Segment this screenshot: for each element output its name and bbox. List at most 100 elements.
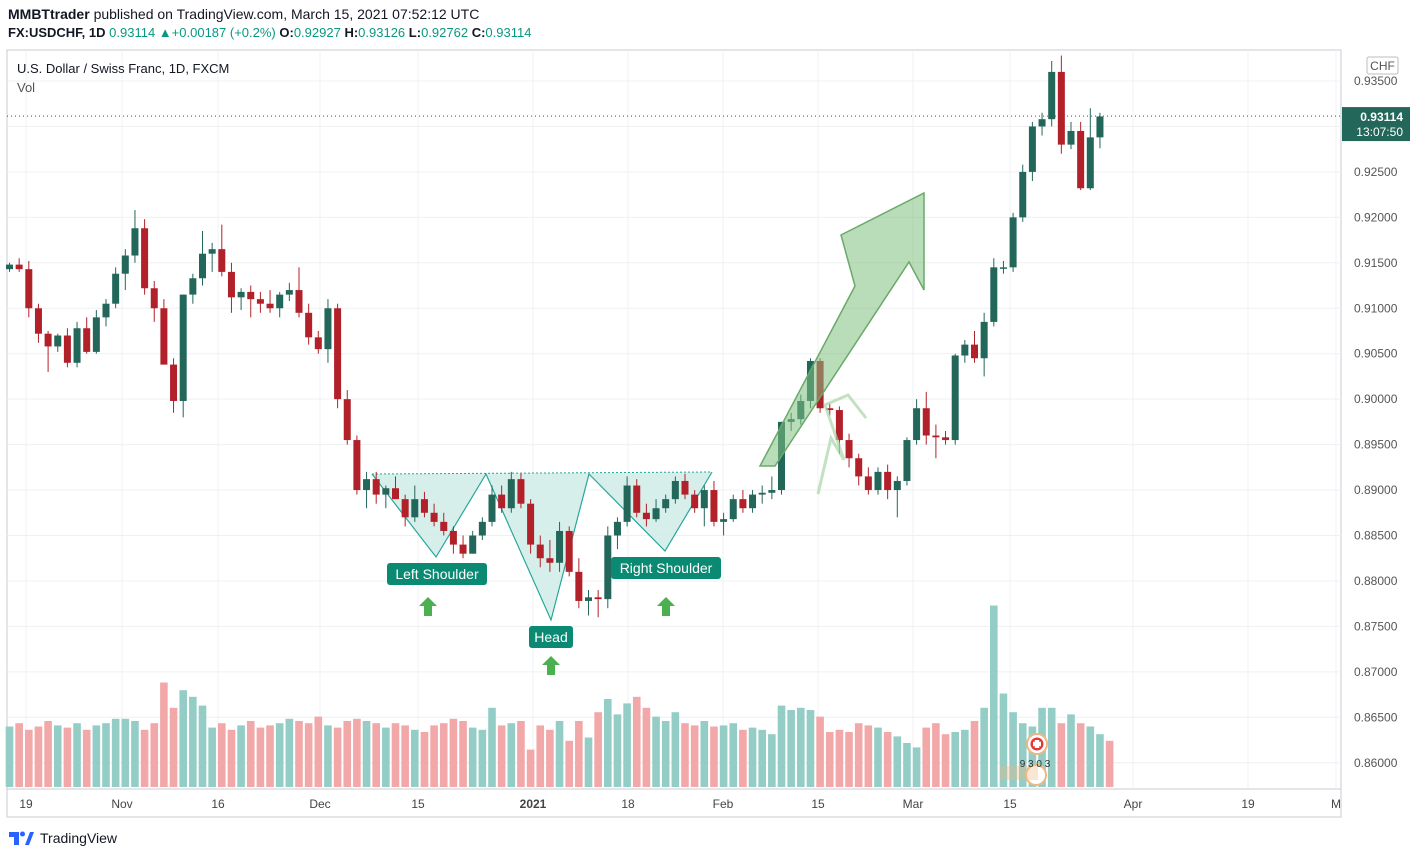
volume-bar bbox=[1067, 714, 1075, 787]
volume-bar bbox=[555, 721, 564, 787]
candle-body bbox=[864, 476, 872, 491]
volume-bar bbox=[681, 723, 689, 787]
candle-body bbox=[1038, 119, 1046, 127]
volume-bar bbox=[111, 718, 120, 787]
candle-body bbox=[971, 344, 978, 359]
up-triangle-icon: ▲ bbox=[158, 25, 172, 40]
candle-body bbox=[536, 544, 544, 559]
price-tick-label: 0.92500 bbox=[1354, 165, 1398, 179]
price-tick-label: 0.89000 bbox=[1354, 483, 1398, 497]
countdown-label: 13:07:50 bbox=[1356, 125, 1403, 139]
candle-body bbox=[372, 479, 380, 495]
volume-bar bbox=[63, 727, 72, 787]
close-label: C: bbox=[471, 25, 486, 40]
price-axis[interactable]: 0.935000.930000.925000.920000.915000.910… bbox=[1342, 56, 1410, 770]
volume-bar bbox=[353, 718, 361, 787]
volume-bar bbox=[401, 725, 409, 787]
candle-body bbox=[884, 471, 892, 491]
time-tick-label: 2021 bbox=[520, 797, 547, 811]
us-flag-event-icon[interactable] bbox=[1025, 764, 1047, 786]
candle-body bbox=[92, 317, 100, 352]
candle-body bbox=[63, 335, 71, 363]
time-tick-label: 15 bbox=[811, 797, 825, 811]
volume-bar bbox=[642, 707, 651, 787]
volume-bar bbox=[285, 718, 294, 787]
swiss-cross-h bbox=[1033, 741, 1041, 747]
volume-bar bbox=[854, 723, 863, 787]
low-label: L: bbox=[408, 25, 422, 40]
footer[interactable]: TradingView bbox=[8, 829, 117, 847]
volume-bar bbox=[15, 723, 23, 787]
legend-title: U.S. Dollar / Swiss Franc, 1D, FXCM bbox=[17, 61, 230, 76]
last-price-label: 0.93114 bbox=[1360, 110, 1403, 124]
volume-bar bbox=[961, 729, 969, 787]
volume-bar bbox=[131, 721, 139, 787]
left-shoulder-label: Left Shoulder bbox=[395, 566, 479, 582]
volume-bar bbox=[922, 727, 931, 787]
volume-bar bbox=[82, 729, 91, 787]
candle-body bbox=[942, 437, 950, 441]
volume-bar bbox=[883, 732, 892, 787]
right-shoulder-label: Right Shoulder bbox=[620, 560, 713, 576]
volume-bar bbox=[845, 732, 853, 787]
pattern-outline bbox=[371, 471, 713, 622]
currency-box[interactable] bbox=[1366, 56, 1399, 75]
candle-body bbox=[411, 499, 419, 518]
price-tick-label: 0.92000 bbox=[1354, 210, 1398, 224]
volume-bar bbox=[169, 707, 178, 787]
candle-body bbox=[392, 488, 399, 500]
candle-body bbox=[324, 308, 332, 350]
price-tick-label: 0.88500 bbox=[1354, 529, 1398, 543]
candle-body bbox=[999, 267, 1007, 269]
candle-body bbox=[189, 278, 197, 295]
volume-bar bbox=[999, 693, 1008, 787]
retest-arrow-icon bbox=[816, 393, 868, 495]
candle-body bbox=[575, 571, 583, 601]
candle-series bbox=[6, 55, 1104, 618]
candle-body bbox=[739, 499, 747, 509]
candle-body bbox=[951, 355, 959, 441]
candle-body bbox=[54, 335, 62, 347]
volume-bar bbox=[739, 729, 747, 787]
price-tick-label: 0.91500 bbox=[1354, 256, 1398, 270]
volume-bar bbox=[864, 725, 873, 787]
volume-bar bbox=[797, 707, 805, 787]
candle-body bbox=[874, 471, 882, 491]
volume-bar bbox=[1096, 734, 1104, 787]
volume-bar bbox=[517, 721, 525, 787]
candle-body bbox=[903, 440, 911, 481]
time-tick-label: Mar bbox=[903, 797, 924, 811]
candle-body bbox=[295, 290, 303, 313]
time-tick-label: Apr bbox=[1124, 797, 1143, 811]
volume-bar bbox=[729, 723, 738, 787]
volume-bar bbox=[324, 725, 332, 787]
candle-body bbox=[420, 499, 428, 513]
candle-body bbox=[102, 303, 110, 318]
volume-bar bbox=[160, 682, 168, 787]
time-axis[interactable]: 19 Nov 16 Dec 15 2021 18 Feb 15 Mar 15 Apr 19 M bbox=[19, 797, 1341, 811]
time-tick-label: Dec bbox=[309, 797, 330, 811]
volume-bar bbox=[951, 732, 959, 787]
time-tick-label: 16 bbox=[211, 797, 225, 811]
volume-bar bbox=[777, 705, 786, 787]
volume-bar bbox=[439, 723, 448, 787]
candle-body bbox=[73, 328, 81, 363]
candle-body bbox=[469, 535, 477, 554]
volume-bar bbox=[372, 723, 380, 787]
tradingview-logo-icon bbox=[9, 831, 34, 845]
event-number-label: 9 3 0 3 bbox=[1020, 759, 1051, 770]
volume-bar bbox=[275, 723, 284, 787]
candle-body bbox=[401, 499, 409, 518]
candle-body bbox=[681, 480, 689, 495]
candle-body bbox=[835, 410, 843, 441]
candle-body bbox=[729, 499, 737, 520]
price-tick-label: 0.86000 bbox=[1354, 756, 1398, 770]
candle-body bbox=[141, 228, 149, 289]
candle-body bbox=[980, 321, 988, 359]
volume-bar bbox=[575, 721, 583, 787]
candle-body bbox=[1077, 130, 1085, 189]
currency-label: CHF bbox=[1370, 59, 1395, 73]
volume-bar bbox=[816, 716, 824, 787]
up-arrow-icon bbox=[657, 597, 675, 616]
